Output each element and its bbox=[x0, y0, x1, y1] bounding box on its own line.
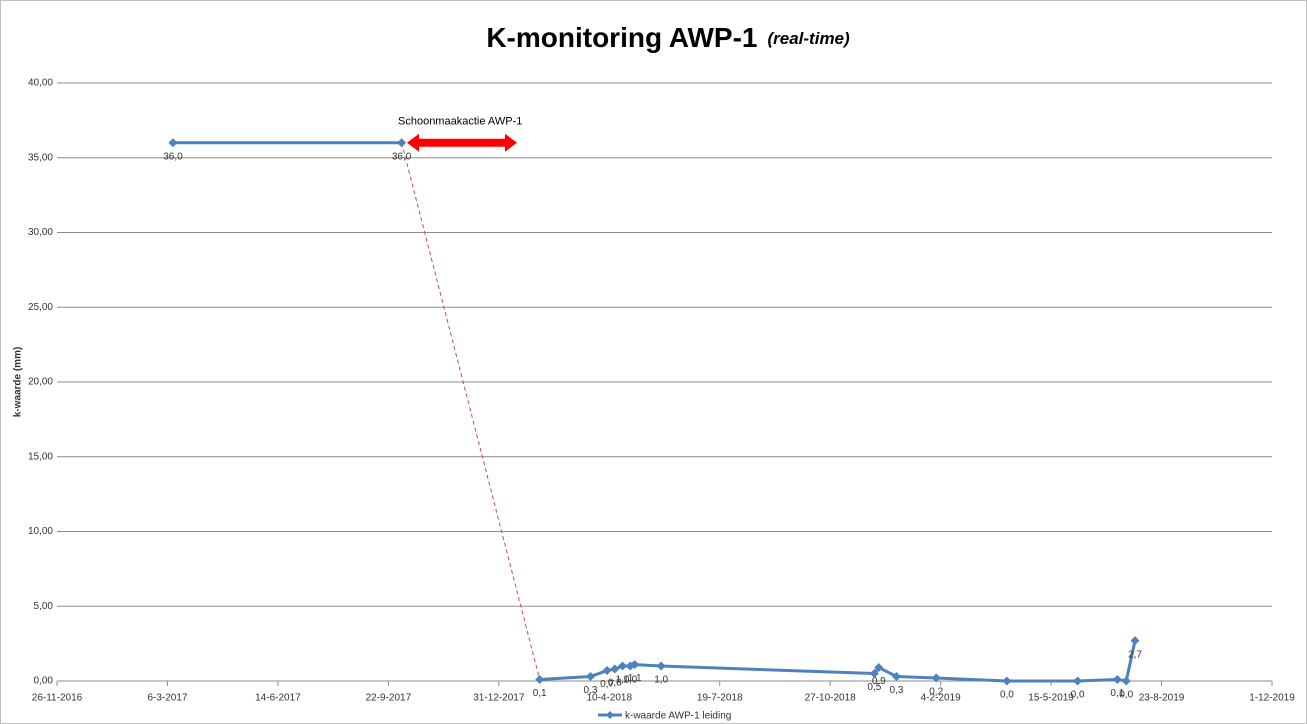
legend: k-waarde AWP-1 leiding bbox=[598, 711, 731, 722]
data-point bbox=[585, 672, 595, 682]
x-tick-label: 27-10-2018 bbox=[805, 693, 857, 704]
y-tick-label: 10,00 bbox=[28, 526, 53, 537]
y-tick-label: 15,00 bbox=[28, 451, 53, 462]
data-label: 36,0 bbox=[392, 151, 412, 162]
x-tick-label: 14-6-2017 bbox=[255, 693, 301, 704]
data-point bbox=[874, 663, 884, 673]
x-tick-label: 31-12-2017 bbox=[473, 693, 525, 704]
x-tick-label: 4-2-2019 bbox=[921, 693, 961, 704]
title-main: K-monitoring AWP-1 bbox=[486, 22, 757, 53]
data-label: 0,9 bbox=[872, 676, 886, 687]
chart-title: K-monitoring AWP-1 (real-time) bbox=[486, 22, 850, 53]
data-label: 0,5 bbox=[867, 682, 881, 693]
data-label: 1,0 bbox=[616, 675, 630, 686]
data-label: 0,7 bbox=[600, 679, 614, 690]
legend-label: k-waarde AWP-1 leiding bbox=[625, 711, 731, 722]
data-point bbox=[1073, 676, 1083, 686]
x-tick-label: 6-3-2017 bbox=[147, 693, 187, 704]
data-label: 0,0 bbox=[1071, 690, 1085, 701]
data-label: 0,0 bbox=[1119, 690, 1133, 701]
data-label: 0,3 bbox=[890, 685, 904, 696]
data-label: 0,8 bbox=[608, 678, 622, 689]
title-sub: (real-time) bbox=[767, 29, 850, 48]
y-tick-label: 30,00 bbox=[28, 227, 53, 238]
data-point bbox=[397, 138, 407, 148]
x-tick-label: 23-8-2019 bbox=[1139, 693, 1185, 704]
x-tick-label: 26-11-2016 bbox=[32, 693, 83, 704]
data-label: 0,2 bbox=[929, 687, 943, 698]
cleaning-connector bbox=[401, 142, 541, 680]
data-point bbox=[869, 669, 879, 679]
data-label: 1,0 bbox=[623, 675, 637, 686]
y-tick-label: 20,00 bbox=[28, 377, 53, 388]
data-label: 0,0 bbox=[1000, 690, 1014, 701]
data-point bbox=[656, 661, 666, 671]
data-point bbox=[610, 664, 620, 674]
data-point bbox=[1121, 676, 1131, 686]
x-tick-label: 10-4-2018 bbox=[586, 693, 632, 704]
data-point bbox=[1112, 675, 1122, 685]
y-tick-label: 40,00 bbox=[28, 78, 53, 89]
data-point bbox=[891, 672, 901, 682]
data-point bbox=[168, 138, 178, 148]
data-point bbox=[535, 675, 545, 685]
annotation-text: Schoonmaakactie AWP-1 bbox=[398, 116, 522, 128]
data-label: 36,0 bbox=[163, 151, 183, 162]
y-axis-label: k-waarde (mm) bbox=[13, 347, 24, 418]
x-tick-label: 22-9-2017 bbox=[366, 693, 412, 704]
x-tick-label: 15-5-2019 bbox=[1028, 693, 1074, 704]
data-point bbox=[630, 660, 640, 670]
data-point bbox=[618, 661, 628, 671]
legend-marker bbox=[606, 711, 614, 719]
annotation-arrow bbox=[407, 133, 517, 152]
y-tick-label: 5,00 bbox=[34, 601, 54, 612]
data-point bbox=[1002, 676, 1012, 686]
data-label: 1,0 bbox=[654, 675, 668, 686]
y-tick-label: 0,00 bbox=[34, 676, 54, 687]
data-point bbox=[602, 666, 612, 676]
y-tick-label: 35,00 bbox=[28, 152, 53, 163]
data-label: 1,1 bbox=[628, 673, 642, 684]
y-tick-label: 25,00 bbox=[28, 302, 53, 313]
data-label: 0,3 bbox=[584, 685, 598, 696]
x-tick-label: 1-12-2019 bbox=[1249, 693, 1295, 704]
data-label: 2,7 bbox=[1128, 649, 1142, 660]
x-tick-label: 19-7-2018 bbox=[697, 693, 743, 704]
data-label: 0,1 bbox=[533, 688, 547, 699]
data-point bbox=[1130, 636, 1140, 646]
data-label: 0,1 bbox=[1110, 688, 1124, 699]
data-point bbox=[931, 673, 941, 683]
